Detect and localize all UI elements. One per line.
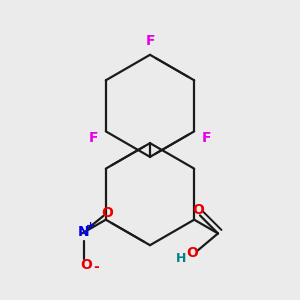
Text: H: H [176, 252, 186, 266]
Text: N: N [78, 225, 90, 239]
Text: O: O [102, 206, 113, 220]
Text: -: - [93, 260, 99, 274]
Text: O: O [192, 203, 204, 218]
Text: O: O [80, 258, 92, 272]
Text: F: F [89, 131, 99, 145]
Text: +: + [86, 220, 95, 231]
Text: F: F [145, 34, 155, 48]
Text: O: O [186, 246, 198, 260]
Text: F: F [201, 131, 211, 145]
